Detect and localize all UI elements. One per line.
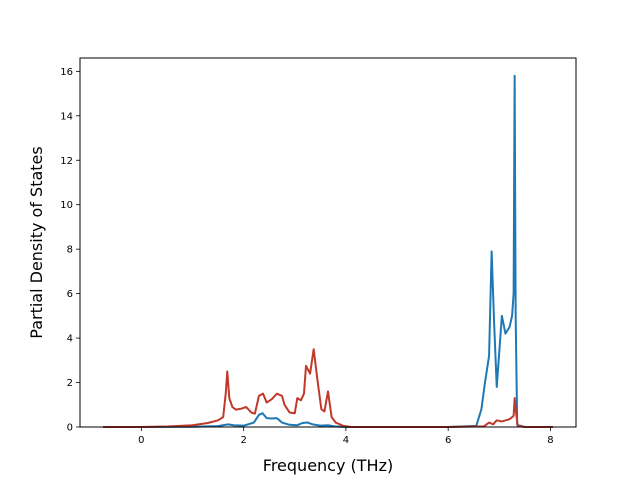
y-tick-label: 10 xyxy=(60,200,73,211)
y-tick-label: 14 xyxy=(60,111,73,122)
x-tick-label: 8 xyxy=(547,435,553,446)
y-tick-label: 0 xyxy=(67,423,73,434)
y-tick-label: 12 xyxy=(60,156,73,167)
x-axis-label: Frequency (THz) xyxy=(263,456,393,475)
y-tick-label: 16 xyxy=(60,67,73,78)
tick-marks xyxy=(76,70,551,431)
series-line-2 xyxy=(103,348,553,428)
y-tick-label: 8 xyxy=(67,245,73,256)
y-tick-label: 6 xyxy=(67,289,73,300)
plot-lines xyxy=(103,74,553,428)
x-tick-label: 2 xyxy=(240,435,246,446)
x-tick-label: 4 xyxy=(343,435,349,446)
y-tick-label: 4 xyxy=(67,334,73,345)
x-tick-label: 0 xyxy=(138,435,144,446)
plot-frame xyxy=(79,57,577,428)
y-tick-label: 2 xyxy=(67,378,73,389)
x-tick-label: 6 xyxy=(445,435,451,446)
y-axis-label: Partial Density of States xyxy=(27,146,46,338)
series-line-1 xyxy=(103,74,553,428)
